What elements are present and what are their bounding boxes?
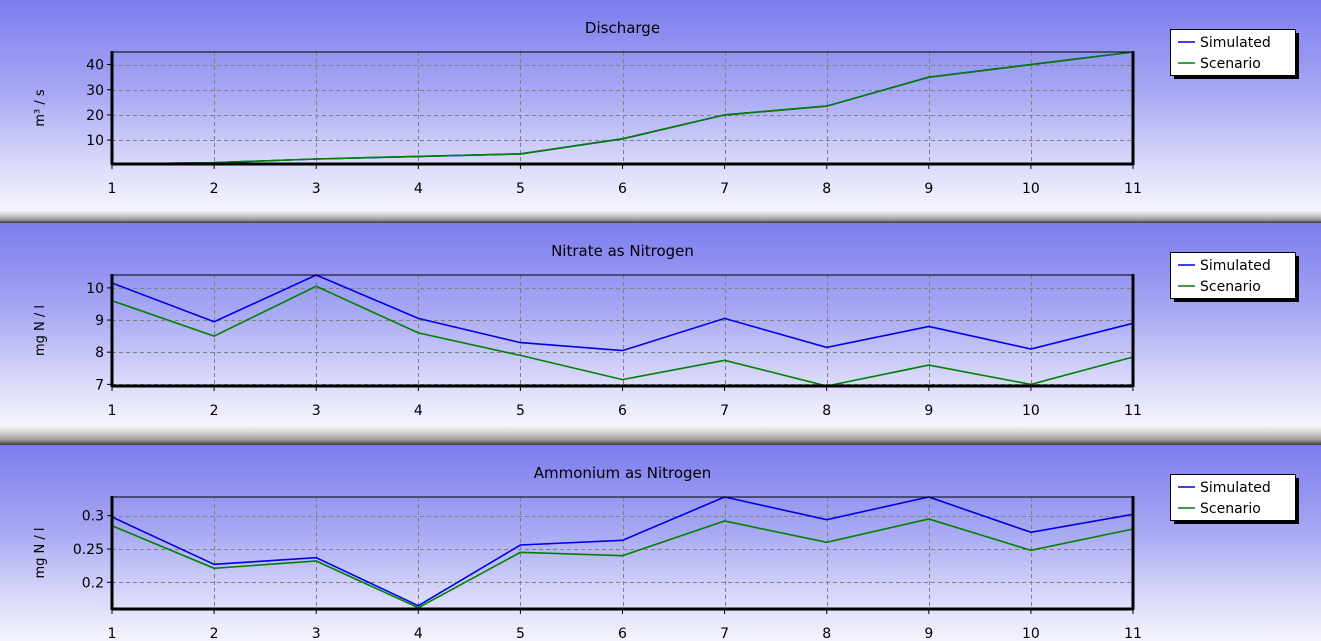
y-tick-label: 30 (86, 83, 104, 99)
series-line-scenario (111, 518, 1134, 609)
y-tick-label: 7 (95, 377, 104, 393)
line-chart: Ammonium as Nitrogen 0.2 0.25 0.3 1 2 3 4 5 6 7 8 9 1… (33, 464, 1299, 641)
x-tick-label: 3 (312, 626, 321, 641)
x-tick-label: 11 (1124, 181, 1142, 197)
x-tick-label: 3 (312, 181, 321, 197)
x-tick-label: 8 (822, 626, 831, 641)
y-tick-label: 0.3 (82, 509, 104, 525)
x-tick-label: 4 (414, 403, 423, 419)
x-tick-label: 4 (414, 181, 423, 197)
x-tick-label: 1 (108, 181, 117, 197)
x-tick-label: 8 (822, 181, 831, 197)
line-chart: Nitrate as Nitrogen 7 8 9 10 1 2 3 4 5 6 7 8 9 10 11 mg … (33, 242, 1299, 419)
y-tick-label: 8 (95, 345, 104, 361)
legend: Simulated Scenario (1170, 252, 1299, 302)
x-tick-label: 11 (1124, 403, 1142, 419)
x-tick-label: 2 (210, 181, 219, 197)
chart-panel: Nitrate as Nitrogen 7 8 9 10 1 2 3 4 5 6 7 8 9 10 11 mg … (0, 223, 1321, 425)
series-line-simulated (111, 274, 1134, 352)
x-tick-label: 10 (1022, 181, 1040, 197)
series-line-simulated (111, 51, 1134, 165)
series-line-scenario (111, 51, 1134, 165)
x-tick-label: 10 (1022, 403, 1040, 419)
y-tick-label: 9 (95, 313, 104, 329)
grid (112, 52, 1134, 164)
y-axis-label: mg N / l (33, 527, 48, 578)
legend-box (1170, 252, 1296, 299)
legend-label-scenario: Scenario (1200, 56, 1261, 72)
legend-label-simulated: Simulated (1200, 258, 1271, 274)
legend-label-scenario: Scenario (1200, 279, 1261, 295)
y-tick-label: 10 (86, 133, 104, 149)
x-tick-label: 5 (516, 181, 525, 197)
x-tick-label: 2 (210, 626, 219, 641)
legend: Simulated Scenario (1170, 29, 1299, 79)
x-tick-label: 9 (924, 626, 933, 641)
x-tick-label: 3 (312, 403, 321, 419)
grid (112, 497, 1134, 609)
grid (112, 275, 1134, 386)
legend-label-simulated: Simulated (1200, 35, 1271, 51)
y-axis-label: m³ / s (33, 89, 48, 127)
y-tick-label: 10 (86, 281, 104, 297)
series-line-scenario (111, 285, 1134, 387)
line-chart: Discharge 10 20 30 40 1 2 3 4 5 6 7 8 9 10 11 m³ / s Simu… (33, 19, 1299, 197)
x-tick-label: 9 (924, 181, 933, 197)
legend-box (1170, 474, 1296, 521)
legend-label-simulated: Simulated (1200, 480, 1271, 496)
x-tick-label: 1 (108, 403, 117, 419)
x-tick-label: 2 (210, 403, 219, 419)
chart-title: Nitrate as Nitrogen (551, 242, 694, 260)
chart-panel: Ammonium as Nitrogen 0.2 0.25 0.3 1 2 3 4 5 6 7 8 9 1… (0, 445, 1321, 641)
chart-title: Discharge (585, 19, 660, 37)
x-tick-label: 5 (516, 403, 525, 419)
x-tick-label: 10 (1022, 626, 1040, 641)
x-tick-label: 6 (618, 403, 627, 419)
legend-box (1170, 29, 1296, 76)
y-tick-label: 20 (86, 108, 104, 124)
x-tick-label: 7 (720, 403, 729, 419)
panel-divider[interactable] (0, 210, 1321, 223)
y-tick-label: 40 (86, 58, 104, 74)
x-tick-label: 9 (924, 403, 933, 419)
x-tick-label: 7 (720, 181, 729, 197)
x-tick-label: 11 (1124, 626, 1142, 641)
x-tick-label: 6 (618, 181, 627, 197)
x-tick-label: 7 (720, 626, 729, 641)
y-tick-label: 0.2 (82, 575, 104, 591)
x-tick-label: 5 (516, 626, 525, 641)
series-line-simulated (111, 496, 1134, 607)
x-tick-label: 8 (822, 403, 831, 419)
x-tick-label: 4 (414, 626, 423, 641)
legend-label-scenario: Scenario (1200, 501, 1261, 517)
panel-divider[interactable] (0, 425, 1321, 445)
legend: Simulated Scenario (1170, 474, 1299, 524)
chart-panel: Discharge 10 20 30 40 1 2 3 4 5 6 7 8 9 10 11 m³ / s Simu… (0, 0, 1321, 210)
y-axis-label: mg N / l (33, 305, 48, 356)
chart-title: Ammonium as Nitrogen (534, 464, 712, 482)
y-tick-label: 0.25 (73, 542, 104, 558)
x-tick-label: 1 (108, 626, 117, 641)
x-tick-label: 6 (618, 626, 627, 641)
